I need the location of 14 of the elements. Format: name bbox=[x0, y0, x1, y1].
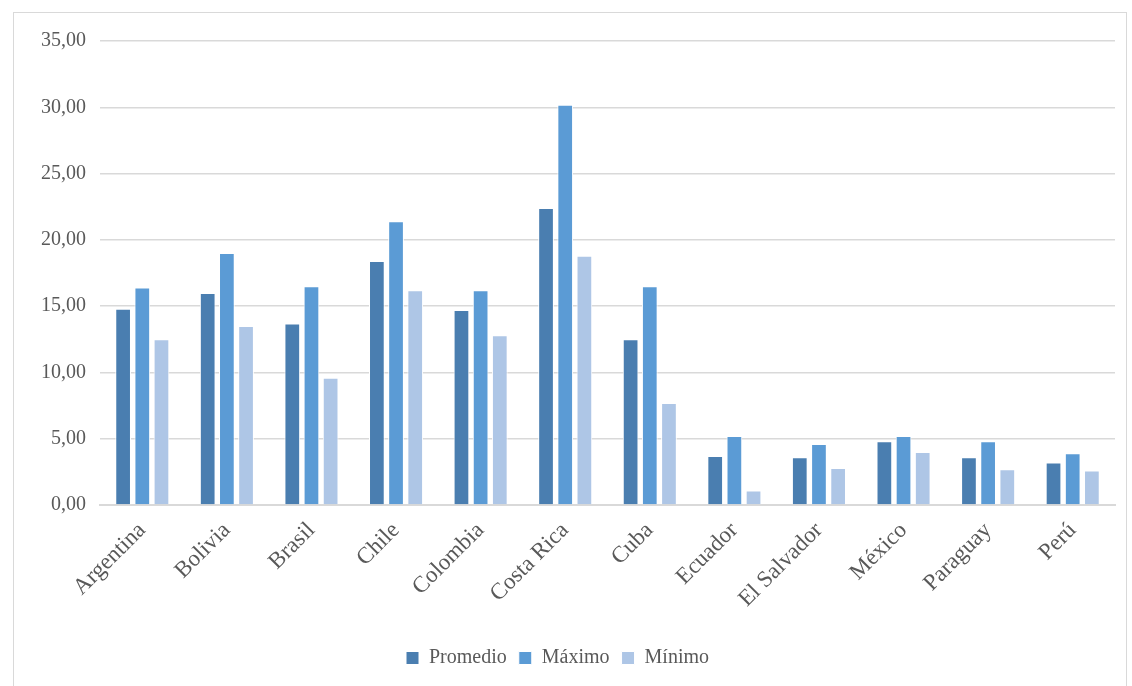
legend-label: Máximo bbox=[541, 645, 610, 668]
legend-label: Mínimo bbox=[644, 645, 709, 668]
legend-label: Promedio bbox=[429, 645, 507, 668]
x-tick-label: Cuba bbox=[605, 516, 658, 569]
y-tick-label: 0,00 bbox=[51, 492, 86, 515]
y-tick-label: 5,00 bbox=[51, 425, 86, 448]
y-tick-label: 30,00 bbox=[41, 94, 86, 117]
y-tick-label: 25,00 bbox=[41, 160, 86, 183]
x-tick-label: Chile bbox=[350, 516, 404, 570]
y-tick-label: 20,00 bbox=[41, 227, 86, 250]
y-tick-label: 10,00 bbox=[41, 359, 86, 382]
y-tick-label: 35,00 bbox=[41, 28, 86, 51]
y-tick-label: 15,00 bbox=[41, 293, 86, 316]
x-tick-label: Perú bbox=[1033, 516, 1081, 565]
